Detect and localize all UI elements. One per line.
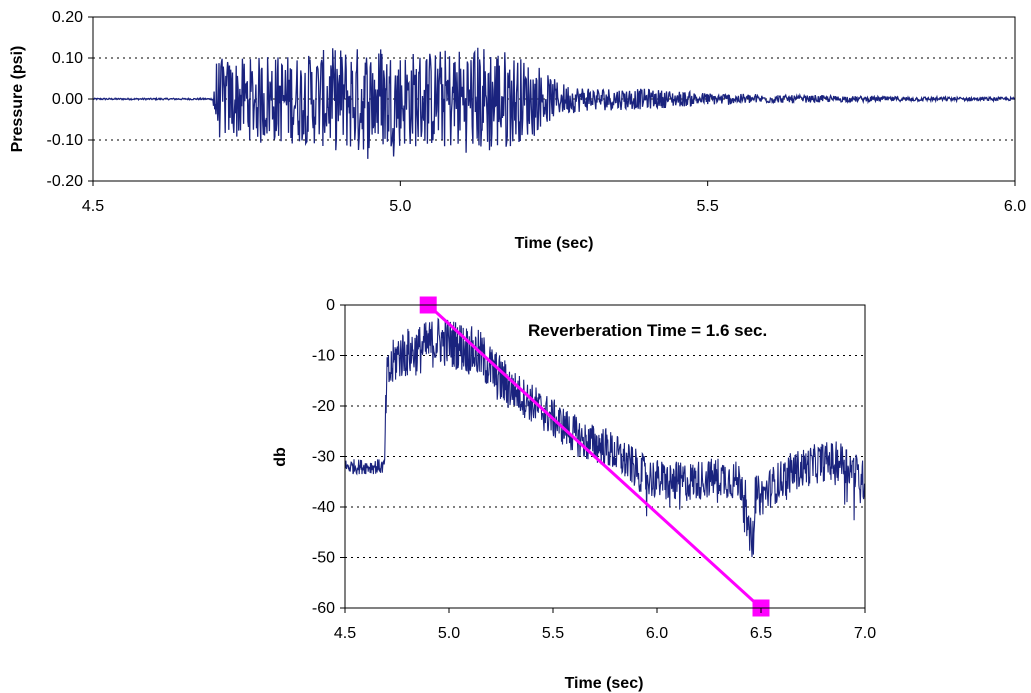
y-tick-label: -0.20 (47, 173, 84, 190)
y-tick-label: 0.20 (52, 9, 83, 26)
decay-y-ticks: 0 -10 -20 -30 -40 -50 -60 (312, 297, 345, 617)
decay-y-axis-label: db (272, 447, 289, 467)
reverberation-time-annotation: Reverberation Time = 1.6 sec. (528, 321, 767, 340)
decay-x-ticks: 4.5 5.0 5.5 6.0 6.5 7.0 (334, 608, 876, 642)
pressure-y-axis-label: Pressure (psi) (9, 46, 26, 153)
decay-chart: 0 -10 -20 -30 -40 -50 -60 4.5 5.0 5.5 6.0 6.5 7.0 R… (272, 296, 876, 692)
x-tick-label: 6.0 (1004, 198, 1026, 215)
y-tick-label: -10 (312, 348, 335, 365)
pressure-x-axis-label: Time (sec) (515, 235, 594, 252)
x-tick-label: 4.5 (334, 625, 356, 642)
decay-series-line (344, 317, 866, 558)
y-tick-label: 0.10 (52, 50, 83, 67)
x-tick-label: 5.0 (438, 625, 460, 642)
reverberation-fit-line (427, 303, 763, 610)
y-tick-label: 0.00 (52, 91, 83, 108)
x-tick-label: 6.0 (646, 625, 668, 642)
x-tick-label: 5.5 (697, 198, 719, 215)
y-tick-label: -40 (312, 499, 335, 516)
y-tick-label: 0 (326, 297, 335, 314)
x-tick-label: 5.5 (542, 625, 564, 642)
pressure-chart: 0.20 0.10 0.00 -0.10 -0.20 4.5 5.0 5.5 6.0 Time… (9, 9, 1026, 252)
y-tick-label: -30 (312, 449, 335, 466)
pressure-y-ticks: 0.20 0.10 0.00 -0.10 -0.20 (47, 9, 93, 190)
x-tick-label: 5.0 (389, 198, 411, 215)
y-tick-label: -20 (312, 398, 335, 415)
x-tick-label: 6.5 (750, 625, 772, 642)
x-tick-label: 4.5 (82, 198, 104, 215)
x-tick-label: 7.0 (854, 625, 876, 642)
y-tick-label: -50 (312, 550, 335, 567)
decay-x-axis-label: Time (sec) (565, 675, 644, 692)
pressure-x-ticks: 4.5 5.0 5.5 6.0 (82, 181, 1026, 215)
y-tick-label: -0.10 (47, 132, 84, 149)
pressure-series-line (92, 47, 1016, 159)
y-tick-label: -60 (312, 600, 335, 617)
